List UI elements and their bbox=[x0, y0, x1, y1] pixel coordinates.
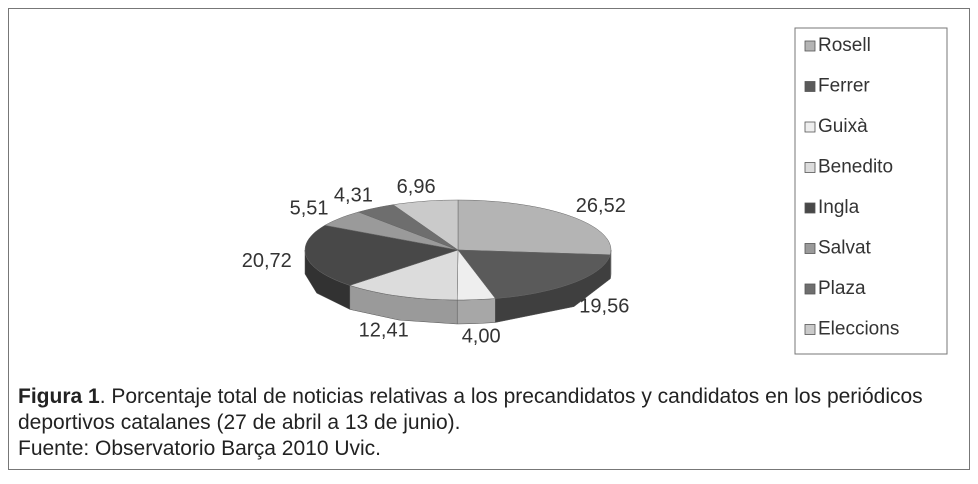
legend-label: Salvat bbox=[818, 238, 872, 259]
legend-swatch bbox=[804, 324, 816, 335]
figure-frame bbox=[8, 8, 970, 470]
pie-slice bbox=[457, 249, 611, 299]
legend-label: Rosell bbox=[818, 35, 871, 56]
pie-slice bbox=[456, 249, 496, 301]
caption: Figura 1. Porcentaje total de noticias r… bbox=[18, 384, 948, 462]
pie-slice bbox=[457, 199, 612, 256]
legend-swatch bbox=[804, 81, 816, 92]
legend-box bbox=[794, 27, 948, 355]
pie-slice bbox=[324, 211, 459, 251]
legend-swatch bbox=[804, 202, 816, 214]
legend-label: Ingla bbox=[818, 197, 860, 218]
legend-label: Guixà bbox=[818, 116, 868, 137]
data-label: 20,72 bbox=[242, 250, 292, 272]
data-label: 5,51 bbox=[290, 198, 329, 220]
legend-label: Eleccions bbox=[818, 319, 899, 340]
pie-slice bbox=[357, 204, 459, 251]
data-label: 4,31 bbox=[334, 184, 373, 206]
pie-slice-side bbox=[456, 298, 496, 325]
caption-label: Figura 1 bbox=[18, 385, 100, 408]
caption-text: . Porcentaje total de noticias relativas… bbox=[18, 385, 923, 434]
legend-label: Benedito bbox=[818, 157, 893, 178]
legend-label: Plaza bbox=[818, 278, 866, 299]
chart: 26,52 19,56 4,00 12,41 20,72 5,514,31 6,96 Rose… bbox=[242, 27, 948, 355]
pie-slice bbox=[348, 249, 459, 301]
caption-source: Fuente: Observatorio Barça 2010 Uvic. bbox=[18, 437, 382, 460]
legend-swatch bbox=[804, 283, 816, 295]
data-label: 19,56 bbox=[579, 296, 629, 318]
pie-slice bbox=[392, 199, 459, 251]
legend-swatch bbox=[804, 243, 816, 254]
legend-swatch bbox=[804, 162, 816, 173]
legend-swatch bbox=[804, 40, 816, 52]
data-label: 4,00 bbox=[462, 326, 501, 348]
data-label: 26,52 bbox=[576, 195, 626, 217]
data-label: 12,41 bbox=[359, 319, 409, 341]
legend-swatch bbox=[804, 121, 816, 133]
data-label: 6,96 bbox=[397, 176, 436, 198]
pie-slice bbox=[304, 225, 459, 286]
legend-label: Ferrer bbox=[818, 76, 870, 97]
